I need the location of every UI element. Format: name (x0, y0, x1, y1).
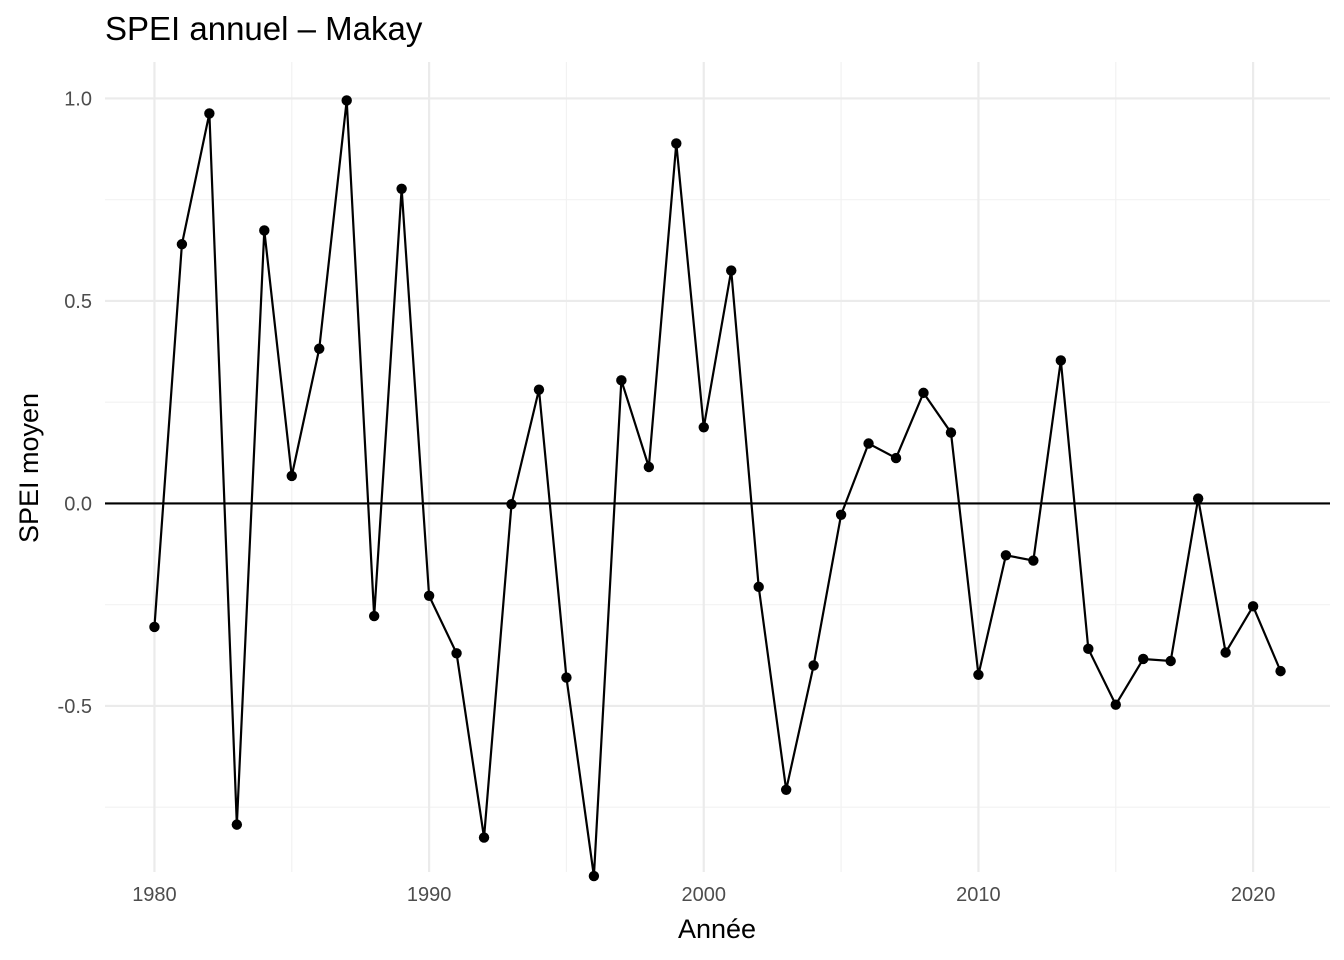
data-point (149, 621, 160, 633)
x-tick-label: 2010 (956, 884, 1001, 906)
data-point (561, 672, 572, 683)
data-points (149, 95, 1286, 882)
data-point (1028, 555, 1039, 566)
data-point (616, 375, 627, 386)
data-point (204, 108, 215, 119)
data-point (506, 499, 517, 510)
data-point (945, 427, 957, 438)
x-tick-label: 1990 (407, 884, 452, 906)
data-point (671, 138, 682, 149)
data-point (780, 784, 792, 795)
y-tick-label: 1.0 (64, 88, 92, 110)
data-point (835, 509, 847, 520)
data-point (726, 265, 737, 276)
data-point (1192, 493, 1204, 504)
y-axis-title: SPEI moyen (14, 393, 44, 543)
data-point (973, 669, 984, 680)
data-point (478, 832, 490, 843)
data-point (753, 581, 764, 593)
data-point (341, 95, 352, 106)
x-axis-title: Année (678, 914, 756, 944)
data-point (1275, 665, 1286, 677)
x-axis-tick-labels: 1980 1990 2000 2010 2020 (132, 884, 1275, 906)
data-point (890, 452, 902, 464)
data-point (231, 819, 243, 830)
chart-title: SPEI annuel – Makay (105, 10, 423, 47)
data-point (423, 590, 435, 601)
data-point (808, 660, 819, 671)
data-point (643, 461, 655, 473)
spei-series-line (153, 100, 1282, 877)
data-point (451, 648, 462, 659)
data-point (918, 387, 929, 399)
data-point (259, 225, 270, 236)
y-tick-label: 0.5 (64, 291, 92, 313)
data-point (533, 384, 545, 395)
y-tick-label: -0.5 (58, 696, 92, 718)
y-axis-tick-labels: -0.5 0.0 0.5 1.0 (58, 88, 92, 718)
data-point (1083, 643, 1094, 655)
data-point (314, 343, 325, 354)
data-point (286, 470, 297, 482)
x-tick-label: 2020 (1231, 884, 1276, 906)
data-point (698, 422, 709, 433)
data-point (1110, 699, 1121, 710)
x-tick-label: 2000 (682, 884, 727, 906)
data-point (396, 183, 407, 194)
data-point (588, 870, 600, 882)
x-tick-label: 1980 (132, 884, 177, 906)
y-tick-label: 0.0 (64, 493, 92, 515)
data-point (1220, 647, 1231, 658)
data-point (1165, 655, 1176, 667)
data-point (1000, 550, 1012, 561)
minor-gridlines (105, 62, 1330, 872)
data-point (863, 438, 874, 449)
data-point (176, 239, 188, 250)
data-point (1138, 653, 1149, 665)
major-gridlines (105, 62, 1330, 872)
data-point (368, 610, 380, 622)
data-point (1247, 601, 1259, 612)
data-point (1055, 355, 1067, 366)
